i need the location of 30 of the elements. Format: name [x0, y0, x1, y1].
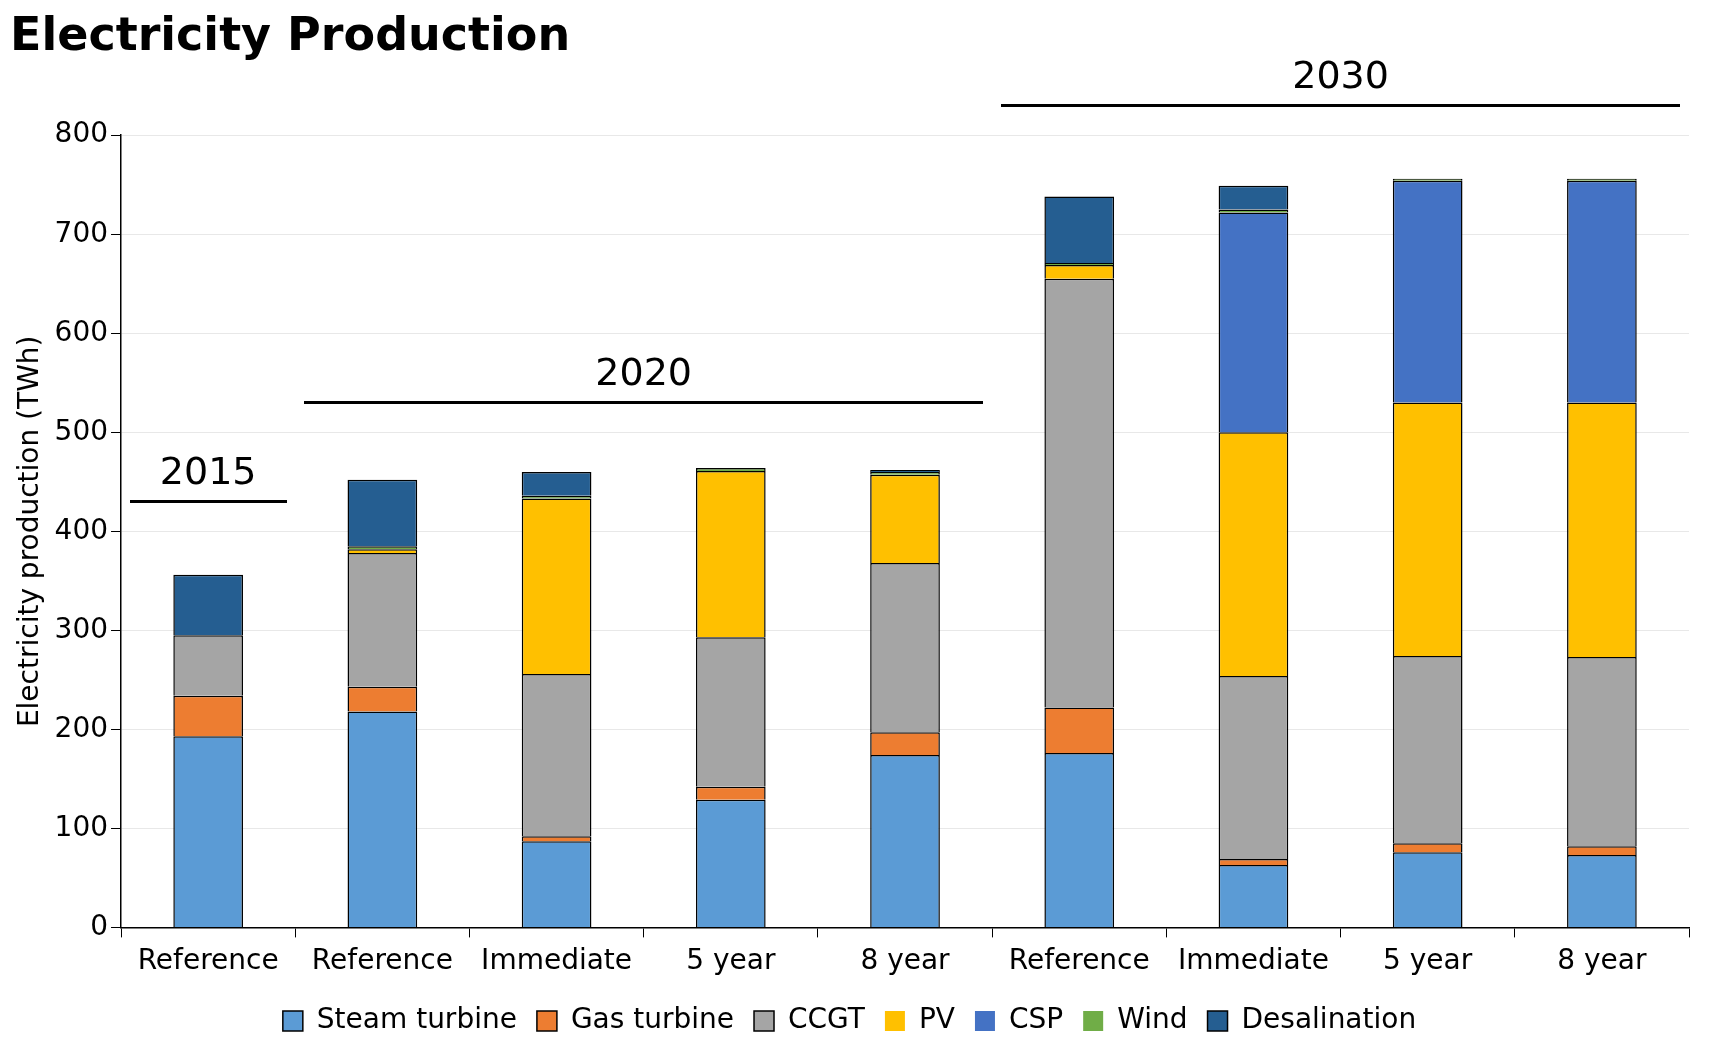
legend-label: PV	[918, 1002, 955, 1036]
y-tick-label: 600	[54, 314, 109, 348]
annotation: 2020	[595, 350, 693, 395]
y-tick-label: 700	[54, 215, 109, 249]
y-tick-label: 200	[54, 710, 109, 744]
legend-label: CCGT	[788, 1002, 866, 1036]
x-tick-label: Reference	[311, 943, 453, 977]
y-axis-title: Electricity production (TWh)	[12, 335, 46, 728]
x-tick-label: 5 year	[1383, 943, 1473, 977]
legend-label: Desalination	[1241, 1002, 1417, 1036]
y-tick-label: 400	[54, 512, 109, 546]
y-tick-label: 100	[54, 809, 109, 843]
x-tick-label: Immediate	[481, 943, 633, 977]
y-tick-label: 0	[90, 908, 109, 942]
x-tick-label: 5 year	[686, 943, 776, 977]
annotation: 2015	[159, 449, 257, 494]
chart-title: Electricity Production	[10, 6, 571, 61]
x-tick-label: 8 year	[1557, 943, 1647, 977]
legend-label: Gas turbine	[570, 1002, 735, 1036]
x-tick-label: Reference	[1008, 943, 1150, 977]
x-tick-label: Reference	[137, 943, 279, 977]
x-tick-label: 8 year	[860, 943, 951, 977]
text: 2030	[1292, 53, 1389, 98]
y-tick-label: 300	[54, 611, 109, 645]
legend-label: CSP	[1008, 1002, 1064, 1036]
x-tick-label: Immediate	[1177, 943, 1329, 977]
legend-label: Steam turbine	[316, 1002, 517, 1036]
legend-label: Wind	[1117, 1002, 1188, 1036]
y-tick-label: 500	[54, 413, 109, 447]
y-tick-label: 800	[54, 116, 109, 150]
